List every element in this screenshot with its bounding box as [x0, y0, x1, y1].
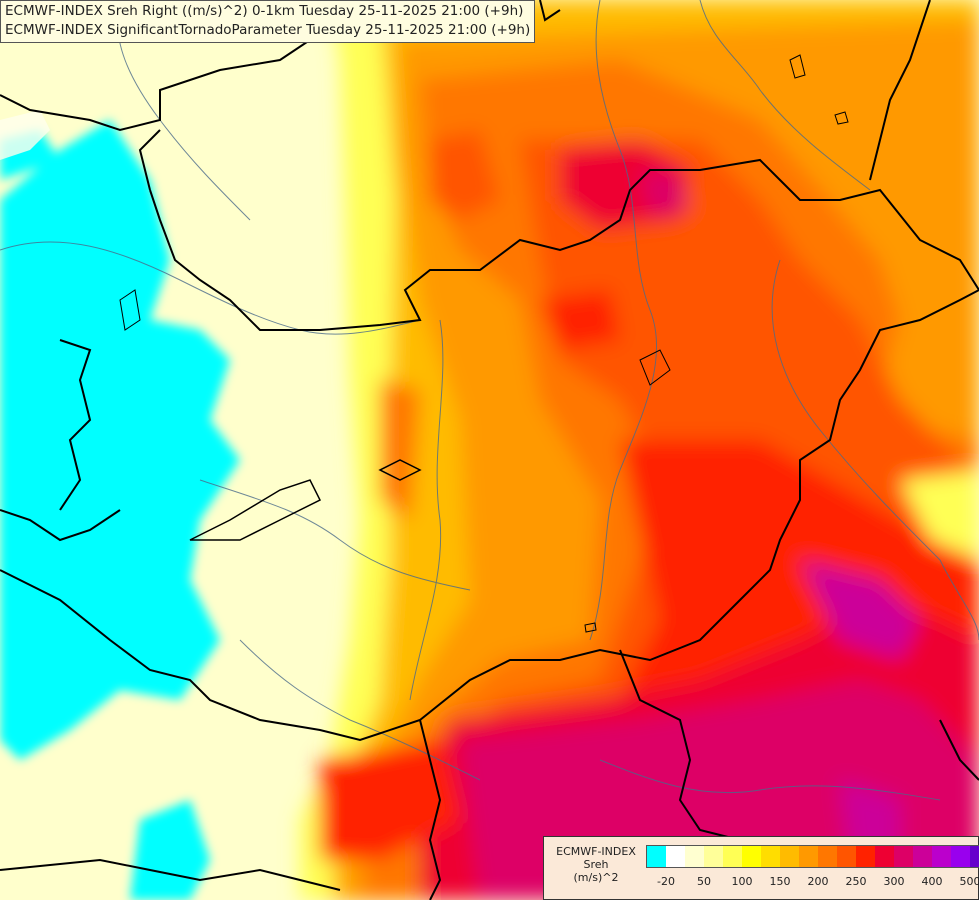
legend-tick-label: 500: [959, 875, 979, 888]
rivers: [0, 0, 979, 801]
legend-swatch: [799, 846, 818, 867]
lakes: [119, 54, 849, 633]
legend-swatch: [780, 846, 799, 867]
legend-variable: Sreh: [583, 858, 609, 871]
legend-swatch: [932, 846, 951, 867]
legend-colorbar: [646, 845, 979, 868]
legend-tick-label: -20: [657, 875, 675, 888]
legend-swatch: [837, 846, 856, 867]
legend-swatch: [666, 846, 685, 867]
legend-swatch: [704, 846, 723, 867]
legend-swatch: [913, 846, 932, 867]
legend-swatch: [818, 846, 837, 867]
legend-tick-label: 300: [883, 875, 905, 888]
legend-swatch: [856, 846, 875, 867]
legend-tick-label: 50: [697, 875, 711, 888]
color-legend: ECMWF-INDEX Sreh (m/s)^2 -20 50 100 150 200 2…: [543, 836, 979, 900]
legend-swatch: [685, 846, 704, 867]
sreh-field: [300, 0, 979, 900]
legend-tick-label: 200: [807, 875, 829, 888]
title-line-stp: ECMWF-INDEX SignificantTornadoParameter …: [5, 22, 531, 38]
legend-tick-label: 400: [921, 875, 943, 888]
legend-swatch: [951, 846, 970, 867]
legend-unit: (m/s)^2: [573, 871, 619, 884]
legend-swatch: [761, 846, 780, 867]
legend-source: ECMWF-INDEX: [556, 845, 636, 858]
legend-swatch: [875, 846, 894, 867]
legend-tick-label: 150: [769, 875, 791, 888]
legend-swatch: [894, 846, 913, 867]
map-title: ECMWF-INDEX Sreh Right ((m/s)^2) 0-1km T…: [0, 0, 536, 43]
legend-tick-label: 100: [731, 875, 753, 888]
legend-swatch: [647, 846, 666, 867]
legend-tick-label: 250: [845, 875, 867, 888]
title-line-sreh: ECMWF-INDEX Sreh Right ((m/s)^2) 0-1km T…: [5, 3, 524, 19]
legend-swatch: [723, 846, 742, 867]
legend-title: ECMWF-INDEX Sreh (m/s)^2: [548, 845, 644, 884]
legend-swatch: [742, 846, 761, 867]
legend-swatch: [970, 846, 979, 867]
